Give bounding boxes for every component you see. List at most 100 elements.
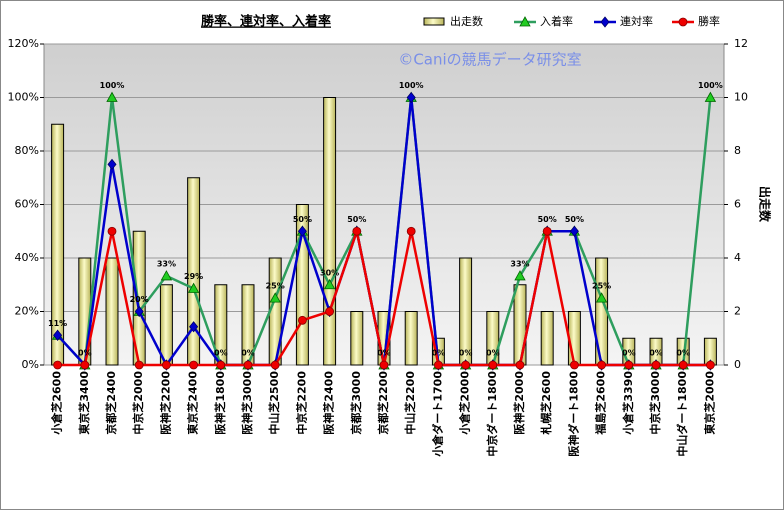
- x-tick-label: 中山芝2200: [403, 371, 417, 435]
- marker: [160, 270, 173, 281]
- marker: [461, 360, 471, 370]
- marker: [569, 225, 579, 237]
- data-label: 25%: [266, 282, 285, 291]
- marker: [515, 360, 525, 370]
- marker: [161, 360, 171, 370]
- data-label: 50%: [565, 215, 584, 224]
- data-label: 0%: [676, 349, 690, 358]
- marker: [243, 360, 253, 370]
- y-tick-label: 100%: [8, 91, 39, 104]
- data-label: 0%: [241, 349, 255, 358]
- legend-label: 出走数: [450, 14, 483, 28]
- bar: [323, 97, 337, 366]
- x-tick-label: 阪神ダート1800: [566, 371, 580, 457]
- x-tick-label: 中京芝2000: [131, 371, 145, 435]
- data-label: 33%: [157, 259, 176, 268]
- marker: [706, 360, 715, 370]
- x-tick-label: 阪神芝2200: [158, 371, 172, 435]
- data-label: 0%: [486, 349, 500, 358]
- marker: [597, 360, 606, 370]
- y2-axis-label: 出走数: [758, 186, 773, 223]
- marker: [134, 305, 144, 318]
- marker: [80, 360, 90, 370]
- data-label: 50%: [538, 215, 557, 224]
- data-label: 0%: [622, 349, 636, 358]
- marker: [216, 360, 226, 370]
- marker: [189, 360, 199, 370]
- y2-tick-label: 4: [734, 251, 741, 264]
- x-tick-label: 中京芝3000: [648, 371, 662, 435]
- y-tick-label: 120%: [8, 37, 39, 50]
- x-tick-label: 京都芝2400: [104, 371, 118, 435]
- marker: [134, 360, 144, 370]
- x-tick-label: 小倉芝2000: [458, 371, 472, 436]
- x-tick-label: 阪神芝2000: [512, 371, 526, 435]
- bar: [295, 204, 309, 366]
- data-label: 50%: [293, 215, 312, 224]
- y2-tick-label: 2: [734, 305, 741, 318]
- y2-tick-label: 8: [734, 144, 741, 157]
- marker: [624, 360, 634, 370]
- y2-tick-label: 6: [734, 198, 741, 211]
- marker: [187, 282, 200, 293]
- x-tick-label: 福島芝2600: [594, 371, 608, 436]
- data-label: 100%: [100, 81, 125, 90]
- data-label: 50%: [347, 215, 366, 224]
- x-tick-label: 小倉芝2600: [50, 371, 64, 436]
- marker: [325, 307, 335, 316]
- marker: [433, 360, 443, 370]
- bar: [540, 311, 554, 366]
- y2-tick-label: 10: [734, 91, 748, 104]
- watermark: ©Caniの競馬データ研究室: [398, 51, 581, 69]
- data-label: 11%: [48, 319, 67, 328]
- legend-item: 連対率: [594, 14, 653, 28]
- x-tick-label: 東京芝2400: [186, 371, 200, 435]
- marker: [297, 225, 307, 237]
- x-tick-label: 中山芝2500: [267, 371, 281, 435]
- bar: [513, 284, 527, 366]
- data-label: 0%: [377, 349, 391, 358]
- x-tick-label: 中京ダート1800: [485, 371, 499, 457]
- legend-marker: [519, 16, 531, 27]
- bar: [51, 123, 65, 366]
- marker: [542, 226, 552, 236]
- x-tick-label: 小倉ダート1700: [430, 371, 444, 458]
- marker: [514, 270, 526, 281]
- legend-marker: [678, 17, 688, 27]
- legend-item: 入着率: [514, 14, 573, 28]
- marker: [488, 360, 498, 370]
- marker: [107, 226, 117, 236]
- data-label: 33%: [510, 259, 529, 268]
- x-tick-label: 小倉芝3390: [621, 371, 635, 436]
- marker: [107, 158, 117, 171]
- bar: [159, 284, 173, 366]
- marker: [106, 91, 118, 102]
- x-tick-label: 阪神芝2400: [322, 371, 336, 435]
- data-label: 25%: [592, 282, 611, 291]
- legend-item: 勝率: [672, 14, 720, 28]
- marker: [704, 91, 717, 102]
- x-tick-label: 京都芝2200: [376, 371, 390, 435]
- marker: [269, 292, 281, 303]
- x-tick-label: 中山ダート1800: [675, 371, 689, 457]
- data-label: 20%: [130, 295, 149, 304]
- x-tick-label: 阪神芝3000: [240, 371, 254, 435]
- x-tick-label: 阪神芝1800: [213, 371, 227, 435]
- x-tick-label: 東京芝3400: [77, 371, 91, 435]
- x-tick-label: 中京芝2200: [294, 371, 308, 435]
- chart-title: 勝率、連対率、入着率: [201, 14, 331, 30]
- legend-label: 入着率: [540, 14, 573, 28]
- data-label: 0%: [459, 349, 473, 358]
- marker: [270, 360, 280, 370]
- x-tick-label: 東京芝2000: [702, 371, 716, 435]
- marker: [406, 91, 416, 104]
- marker: [651, 360, 661, 370]
- data-label: 0%: [649, 349, 663, 358]
- bar: [105, 257, 119, 366]
- data-label: 29%: [184, 272, 203, 281]
- marker: [595, 292, 608, 303]
- legend-marker: [600, 16, 610, 28]
- legend-label: 勝率: [698, 14, 720, 28]
- y-tick-label: 80%: [15, 144, 39, 157]
